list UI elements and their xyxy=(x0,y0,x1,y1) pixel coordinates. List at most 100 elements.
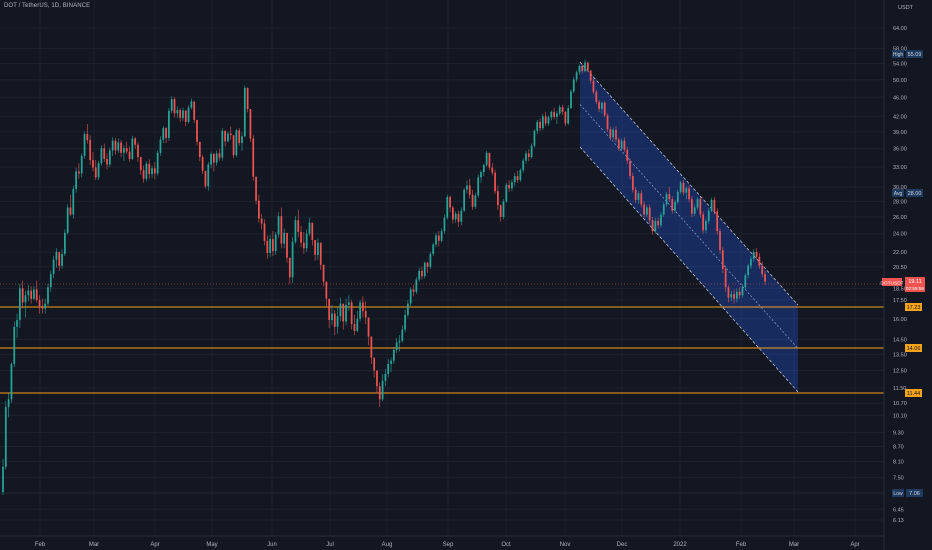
candle xyxy=(63,229,66,256)
candle xyxy=(364,301,367,325)
candle xyxy=(603,100,606,118)
candle xyxy=(41,298,44,314)
candle-body xyxy=(558,107,561,114)
candle-body xyxy=(651,220,654,232)
candle-body xyxy=(491,167,494,173)
candle xyxy=(342,303,345,330)
candle xyxy=(497,185,499,210)
candle xyxy=(263,219,266,246)
candle xyxy=(58,251,61,271)
candle-body xyxy=(27,290,30,296)
candle-body xyxy=(69,207,72,215)
candle-body xyxy=(229,133,232,136)
candle xyxy=(544,111,547,127)
candle-body xyxy=(764,274,766,282)
candle xyxy=(474,192,477,210)
candle-body xyxy=(477,177,480,196)
time-axis[interactable]: Feb Mar Apr May Jun Jul Aug Sep Oct Nov Dec 2022 Feb… xyxy=(0,535,884,548)
candle xyxy=(502,199,505,220)
candle xyxy=(294,216,297,244)
price-tick-label: 8.70 xyxy=(893,445,904,451)
stat-value-tag xyxy=(906,50,923,58)
candle-body xyxy=(207,164,210,187)
price-tick-label: 18.50 xyxy=(893,286,907,292)
candle xyxy=(170,96,173,113)
candle-body xyxy=(201,157,204,171)
price-tick-label: 58.00 xyxy=(893,47,907,53)
candle xyxy=(83,131,86,159)
candle xyxy=(620,138,623,151)
candle xyxy=(78,163,80,179)
candle-body xyxy=(331,313,333,321)
candle xyxy=(716,208,719,235)
candle-body xyxy=(752,251,755,259)
candle xyxy=(235,128,238,158)
candle xyxy=(210,151,212,169)
symbol-tag xyxy=(882,278,902,286)
candle xyxy=(252,135,255,181)
time-tick-label: Oct xyxy=(501,542,511,548)
candle xyxy=(676,189,679,205)
channel-mid-line[interactable] xyxy=(579,104,799,349)
candle-body xyxy=(179,109,182,118)
candle xyxy=(457,210,460,227)
candle xyxy=(395,337,398,353)
price-tick-label: 6.13 xyxy=(893,518,904,524)
candle xyxy=(674,199,676,213)
candle xyxy=(325,281,328,307)
candle xyxy=(328,298,331,329)
candle-body xyxy=(353,324,356,331)
candle xyxy=(530,143,533,159)
candle xyxy=(764,270,766,285)
candle xyxy=(13,321,16,368)
candle-body xyxy=(4,407,7,467)
candle-body xyxy=(541,116,544,129)
candle-body xyxy=(123,148,125,153)
candle-body xyxy=(561,107,564,112)
price-tick-label: 36.00 xyxy=(893,147,907,153)
candle-body xyxy=(128,151,131,159)
candle xyxy=(111,137,114,156)
candle-body xyxy=(631,176,634,190)
candle-body xyxy=(530,145,533,158)
candle xyxy=(66,204,69,235)
candle-body xyxy=(707,210,710,222)
candle xyxy=(162,126,165,143)
candle xyxy=(505,182,508,203)
candle xyxy=(367,317,370,346)
descending-channel[interactable] xyxy=(579,61,799,393)
horizontal-levels[interactable] xyxy=(0,306,884,394)
candle xyxy=(196,119,198,146)
candle-body xyxy=(626,149,629,161)
stat-name-text: High xyxy=(893,52,904,58)
candle-body xyxy=(308,222,311,234)
candle xyxy=(452,205,454,224)
candle xyxy=(637,191,640,204)
candle xyxy=(218,148,221,161)
candle-body xyxy=(339,303,342,317)
candle xyxy=(221,128,224,161)
candle xyxy=(61,249,63,269)
candle-body xyxy=(184,110,187,122)
candle xyxy=(449,195,451,213)
candle xyxy=(100,145,103,166)
candle xyxy=(553,107,555,120)
candle xyxy=(114,137,117,155)
candle xyxy=(412,284,415,297)
candle xyxy=(646,205,648,217)
candle-body xyxy=(668,194,671,200)
candle-body xyxy=(705,221,707,231)
candle-body xyxy=(570,91,572,109)
stat-name-tag xyxy=(892,189,904,197)
candle xyxy=(277,212,280,239)
candle-body xyxy=(359,302,361,319)
candle xyxy=(626,146,629,164)
candle-body xyxy=(407,303,409,315)
candle xyxy=(300,226,302,248)
candle-body xyxy=(609,129,612,138)
channel-upper-line[interactable] xyxy=(579,61,799,306)
candle xyxy=(373,357,376,378)
candle-body xyxy=(724,268,727,288)
